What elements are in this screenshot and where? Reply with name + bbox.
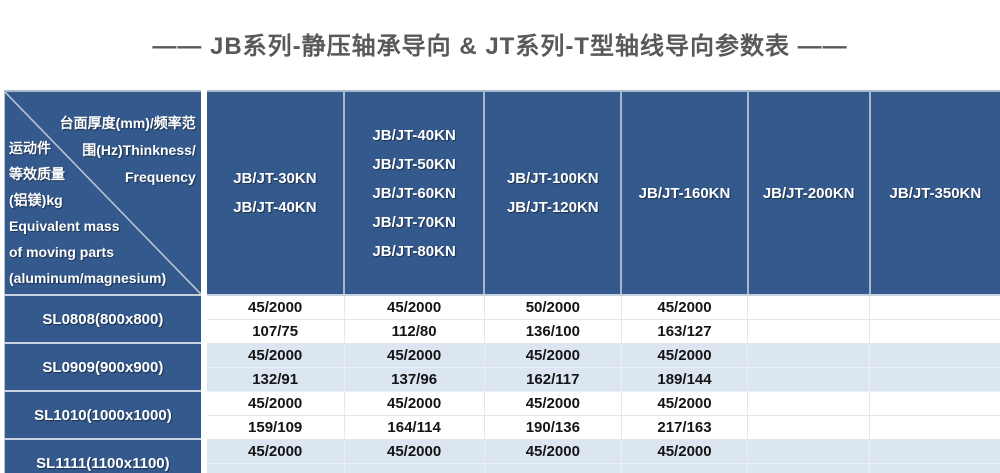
value-cell: 159/109: [203, 415, 345, 440]
value-cell: 45/2000: [344, 343, 485, 368]
value-cell: 112/80: [344, 319, 485, 344]
value-cell: [344, 463, 485, 473]
value-cell: 50/2000: [484, 295, 622, 320]
value-cell: 45/2000: [203, 439, 345, 464]
value-cell: [747, 463, 871, 473]
row-label-sl0909: SL0909(900x900): [4, 343, 207, 392]
value-cell: 45/2000: [203, 295, 345, 320]
parameter-table: 台面厚度(mm)/频率范 围(Hz)Thinkness/ Frequency 运…: [4, 90, 1000, 473]
column-header-100-120kn: JB/JT-100KN JB/JT-120KN: [484, 91, 623, 296]
column-header-40-80kn: JB/JT-40KN JB/JT-50KN JB/JT-60KN JB/JT-7…: [344, 91, 486, 296]
table-row: SL0909(900x900) 45/2000 45/2000 45/2000 …: [4, 343, 1000, 392]
value-cell: 45/2000: [484, 343, 622, 368]
value-cell: [869, 319, 1000, 344]
value-cell: [747, 391, 871, 416]
row-label-sl0808: SL0808(800x800): [4, 295, 207, 344]
value-cell: 45/2000: [621, 295, 749, 320]
column-header-30-40kn: JB/JT-30KN JB/JT-40KN: [203, 91, 346, 296]
value-cell: [869, 391, 1000, 416]
value-cell: 190/136: [484, 415, 622, 440]
table-row: [5, 463, 1000, 473]
row-label-sl1010: SL1010(1000x1000): [4, 391, 207, 440]
table-row: 159/109 164/114 190/136 217/163: [5, 415, 1000, 440]
corner-bottom-left-label: 运动件 等效质量 (铝镁)kg Equivalent mass of movin…: [9, 140, 167, 286]
table-row: SL0808(800x800) 45/2000 45/2000 50/2000 …: [4, 295, 1000, 344]
value-cell: [747, 439, 871, 464]
row-label-sl1111: SL1111(1100x1100): [4, 439, 207, 473]
page-title: —— JB系列-静压轴承导向 & JT系列-T型轴线导向参数表 ——: [152, 33, 848, 60]
value-cell: [869, 415, 1000, 440]
table-row: SL1010(1000x1000) 45/2000 45/2000 45/200…: [4, 391, 1000, 440]
value-cell: 45/2000: [484, 439, 622, 464]
column-header-200kn: JB/JT-200KN: [747, 91, 871, 296]
value-cell: 137/96: [344, 367, 485, 392]
value-cell: 164/114: [344, 415, 485, 440]
value-cell: 45/2000: [344, 439, 485, 464]
value-cell: 45/2000: [621, 343, 749, 368]
diagonal-divider-line: [5, 92, 201, 294]
value-cell: [869, 439, 1000, 464]
value-cell: 163/127: [621, 319, 749, 344]
value-cell: [747, 319, 871, 344]
value-cell: [747, 415, 871, 440]
value-cell: [869, 343, 1000, 368]
value-cell: [747, 295, 871, 320]
table-row: 107/75 112/80 136/100 163/127: [5, 319, 1000, 344]
value-cell: 45/2000: [203, 391, 345, 416]
value-cell: [484, 463, 622, 473]
value-cell: [869, 367, 1000, 392]
value-cell: [621, 463, 749, 473]
table-row: SL1111(1100x1100) 45/2000 45/2000 45/200…: [4, 439, 1000, 473]
value-cell: 45/2000: [484, 391, 622, 416]
column-header-160kn: JB/JT-160KN: [621, 91, 749, 296]
corner-header-cell: 台面厚度(mm)/频率范 围(Hz)Thinkness/ Frequency 运…: [4, 91, 207, 296]
value-cell: 45/2000: [203, 343, 345, 368]
value-cell: 45/2000: [621, 439, 749, 464]
value-cell: 45/2000: [344, 295, 485, 320]
table-header-row: 台面厚度(mm)/频率范 围(Hz)Thinkness/ Frequency 运…: [4, 91, 1000, 296]
value-cell: 45/2000: [621, 391, 749, 416]
column-header-350kn: JB/JT-350KN: [869, 91, 1000, 296]
value-cell: [747, 367, 871, 392]
value-cell: 189/144: [621, 367, 749, 392]
corner-top-right-label: 台面厚度(mm)/频率范 围(Hz)Thinkness/ Frequency: [59, 115, 196, 185]
table-row: 132/91 137/96 162/117 189/144: [5, 367, 1000, 392]
value-cell: 136/100: [484, 319, 622, 344]
value-cell: 132/91: [203, 367, 345, 392]
value-cell: 162/117: [484, 367, 622, 392]
value-cell: [869, 295, 1000, 320]
value-cell: [869, 463, 1000, 473]
value-cell: [203, 463, 345, 473]
value-cell: 45/2000: [344, 391, 485, 416]
value-cell: [747, 343, 871, 368]
value-cell: 217/163: [621, 415, 749, 440]
value-cell: 107/75: [203, 319, 345, 344]
